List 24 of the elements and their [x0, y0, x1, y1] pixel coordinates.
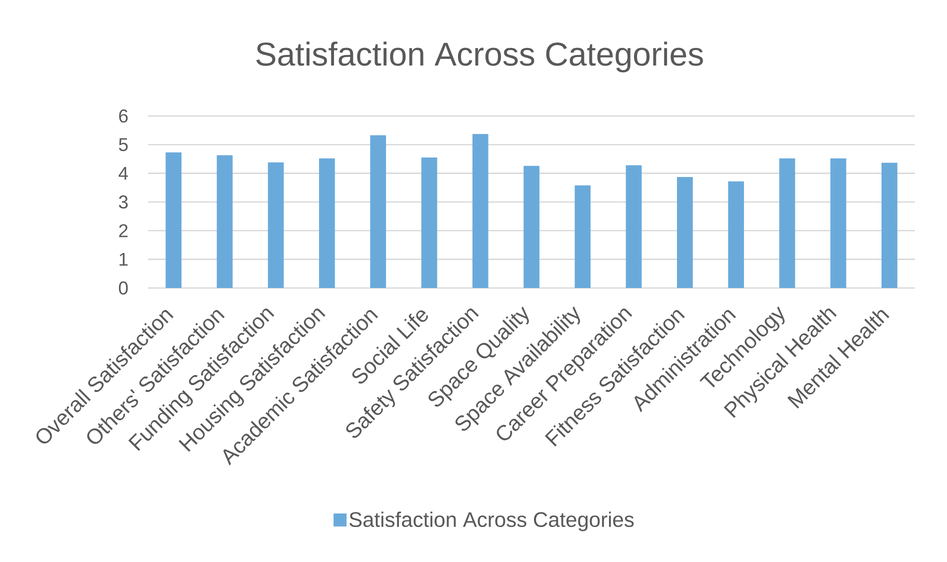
bar: [728, 181, 744, 288]
bar: [626, 165, 642, 288]
y-tick-label: 4: [118, 166, 128, 180]
y-tick-label: 5: [118, 138, 128, 152]
y-tick-label: 6: [119, 109, 128, 123]
y-tick-label: 3: [118, 195, 128, 209]
bar: [370, 135, 386, 288]
bar: [779, 158, 796, 288]
bar: [216, 155, 233, 288]
bar: [524, 166, 540, 288]
bar: [472, 134, 488, 288]
bar: [676, 177, 693, 288]
bar: [574, 185, 591, 288]
legend-label: Satisfaction Across Categories: [349, 512, 634, 532]
y-tick-label: 1: [120, 252, 128, 266]
bar: [268, 162, 284, 288]
bar: [166, 152, 182, 288]
chart-title: Satisfaction Across Categories: [256, 42, 703, 72]
y-tick-label: 2: [119, 224, 128, 238]
bar: [882, 162, 898, 288]
bar: [421, 158, 438, 288]
bar: [319, 158, 335, 288]
bar: [830, 158, 846, 288]
y-tick-label: 0: [118, 281, 128, 295]
